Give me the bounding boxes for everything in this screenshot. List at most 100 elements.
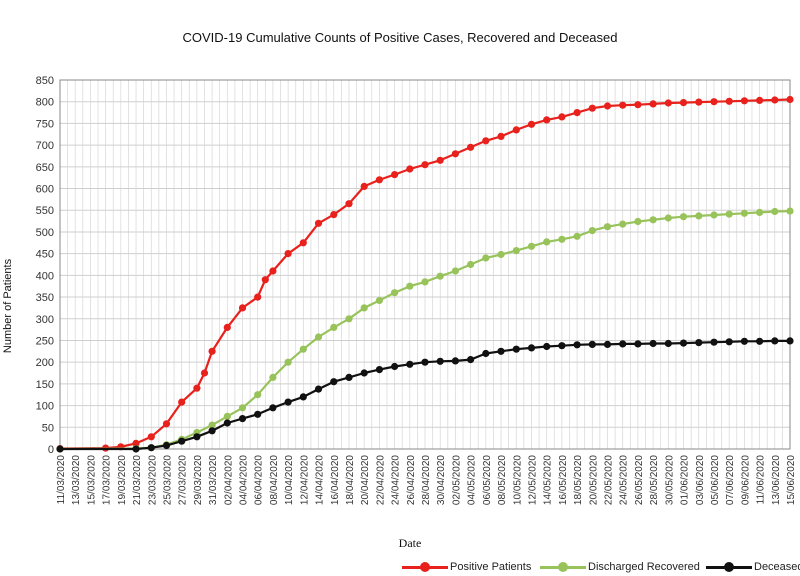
data-point (223, 419, 231, 427)
x-tick-label: 05/06/2020 (710, 455, 721, 505)
data-point (208, 421, 216, 429)
x-tick-label: 19/03/2020 (117, 455, 128, 505)
legend-swatch-positive (402, 562, 448, 572)
line-chart: 0 50 100 150 200 250 300 350 400 450 500 550 600 650 7… (36, 75, 797, 505)
legend-label-recovered: Discharged Recovered (588, 561, 700, 573)
data-point (238, 415, 247, 423)
data-point (543, 238, 551, 246)
data-point (193, 433, 201, 441)
data-point (573, 341, 581, 349)
x-tick-label: 23/03/2020 (147, 455, 158, 505)
legend-marker-positive (420, 562, 430, 572)
data-point (147, 444, 155, 452)
x-tick-label: 31/03/2020 (208, 455, 219, 505)
x-tick-label: 26/05/2020 (634, 455, 645, 505)
data-point (558, 342, 566, 350)
data-point (710, 211, 718, 219)
x-tick-label: 29/03/2020 (193, 455, 204, 505)
data-point (56, 445, 64, 453)
data-point (421, 161, 429, 169)
data-point (756, 208, 764, 216)
x-tick-label: 30/05/2020 (664, 455, 675, 505)
data-point (178, 398, 186, 406)
data-point (695, 339, 703, 347)
y-tick-label: 550 (36, 205, 54, 217)
data-point (391, 362, 399, 371)
data-point (254, 293, 262, 301)
data-point (345, 373, 353, 381)
data-point (269, 373, 277, 381)
data-point (710, 98, 718, 106)
data-point (573, 232, 581, 240)
x-tick-label: 21/03/2020 (132, 455, 143, 505)
x-tick-label: 07/06/2020 (725, 455, 736, 505)
data-point (451, 357, 459, 365)
data-point (330, 378, 338, 386)
legend-swatch-deceased (706, 562, 752, 572)
data-point (193, 384, 201, 392)
data-point (391, 289, 399, 297)
data-point (740, 337, 749, 345)
data-point (375, 176, 383, 184)
legend-label-positive: Positive Patients (450, 561, 532, 573)
x-tick-label: 22/05/2020 (604, 455, 615, 505)
data-point (558, 235, 566, 243)
data-point (254, 410, 262, 418)
x-tick-label: 10/05/2020 (512, 455, 523, 505)
y-tick-label: 300 (36, 314, 54, 326)
legend-swatch-recovered (540, 562, 586, 572)
data-point (261, 276, 269, 284)
data-point (200, 369, 209, 377)
x-tick-label: 03/06/2020 (695, 455, 706, 505)
x-tick-label: 09/06/2020 (740, 455, 751, 505)
data-point (375, 366, 383, 374)
x-tick-label: 28/04/2020 (421, 455, 432, 505)
y-tick-label: 800 (36, 97, 54, 109)
data-point (558, 113, 566, 121)
x-tick-label: 11/06/2020 (756, 455, 767, 505)
x-tick-label: 30/04/2020 (436, 455, 447, 505)
data-point (345, 315, 353, 323)
y-tick-label: 700 (36, 140, 54, 152)
x-tick-label: 17/03/2020 (102, 455, 113, 505)
data-point (664, 214, 672, 222)
data-point (679, 339, 688, 347)
data-point (375, 296, 383, 305)
data-point (573, 109, 581, 117)
data-point (527, 344, 536, 352)
x-axis-label: Date (398, 536, 422, 550)
data-point (740, 209, 749, 217)
y-tick-label: 600 (36, 184, 54, 196)
series-2 (56, 337, 794, 453)
data-point (284, 398, 292, 406)
data-point (710, 338, 718, 346)
data-point (451, 150, 459, 158)
x-tick-label: 04/05/2020 (467, 455, 478, 505)
data-point (406, 360, 414, 368)
x-tick-label: 18/05/2020 (573, 455, 584, 505)
data-point (269, 267, 277, 275)
data-point (588, 104, 596, 112)
data-point (512, 126, 520, 134)
x-tick-label: 06/05/2020 (482, 455, 493, 505)
x-tick-label: 04/04/2020 (239, 455, 250, 505)
data-point (147, 433, 155, 441)
x-tick-label: 12/05/2020 (527, 455, 538, 505)
data-point (588, 227, 596, 235)
data-point (299, 345, 307, 353)
data-point (330, 211, 338, 219)
data-point (132, 439, 140, 447)
data-point (786, 207, 794, 215)
x-tick-label: 02/05/2020 (451, 455, 462, 505)
x-tick-label: 06/04/2020 (254, 455, 265, 505)
data-point (771, 207, 779, 216)
x-tick-label: 20/04/2020 (360, 455, 371, 505)
data-point (649, 216, 657, 224)
data-point (284, 358, 292, 366)
data-point (543, 116, 551, 124)
data-point (208, 427, 216, 435)
data-point (451, 267, 459, 275)
data-point (634, 340, 642, 348)
data-point (649, 100, 657, 108)
legend-marker-recovered (558, 562, 568, 572)
